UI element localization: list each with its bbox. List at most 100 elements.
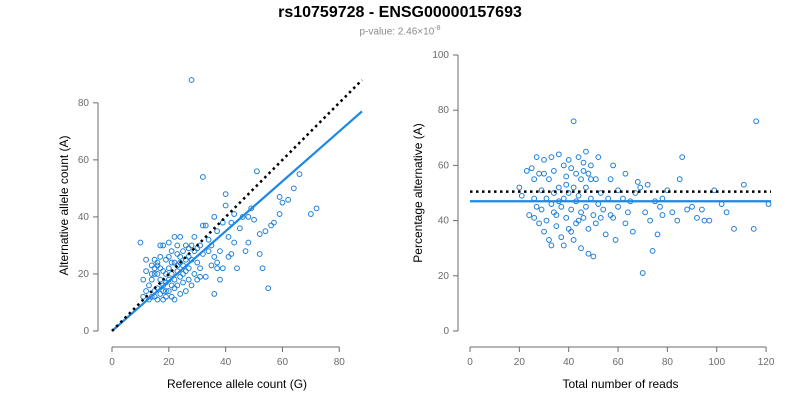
- right-data-point: [612, 237, 619, 243]
- left-data-point: [171, 259, 178, 266]
- left-data-point: [219, 265, 226, 272]
- left-data-point: [211, 253, 218, 260]
- left-data-point: [194, 276, 201, 283]
- right-data-point: [583, 203, 589, 210]
- left-data-point: [165, 288, 172, 294]
- left-data-point: [234, 265, 240, 272]
- left-data-point: [168, 248, 175, 255]
- left-data-point: [182, 268, 189, 275]
- right-data-point: [644, 181, 651, 188]
- left-data-point: [271, 219, 277, 226]
- right-data-point: [573, 170, 579, 177]
- left-data-point: [200, 174, 206, 180]
- left-data-point: [279, 199, 286, 206]
- left-reference-line: [111, 79, 363, 332]
- right-data-point: [570, 237, 577, 243]
- left-data-point: [180, 279, 186, 286]
- right-data-point: [531, 176, 538, 183]
- left-y-axis-title: Alternative allele count (A): [57, 135, 71, 275]
- left-data-point: [157, 242, 164, 249]
- right-data-point: [533, 154, 540, 161]
- pvalue-subtitle: p-value: 2.46×10-8: [0, 25, 800, 37]
- left-data-point: [265, 285, 272, 292]
- right-data-point: [583, 148, 589, 155]
- right-data-point: [740, 181, 747, 188]
- left-data-point: [245, 214, 252, 220]
- left-data-point: [185, 265, 192, 272]
- left-data-point: [211, 291, 218, 297]
- right-data-point: [546, 176, 552, 183]
- right-data-point: [580, 214, 587, 221]
- right-data-point: [546, 237, 552, 243]
- pvalue-text: p-value: 2.46×10: [359, 26, 435, 38]
- right-data-point: [585, 225, 592, 232]
- right-data-point: [568, 206, 575, 213]
- left-data-point: [165, 239, 172, 246]
- left-data-point: [256, 251, 263, 257]
- right-y-tick-label: 100: [432, 50, 449, 61]
- left-data-point: [211, 214, 218, 220]
- right-data-point: [570, 184, 577, 191]
- left-data-point: [137, 239, 144, 246]
- left-data-point: [214, 265, 221, 272]
- right-data-point: [558, 234, 565, 241]
- left-data-point: [151, 265, 158, 272]
- right-data-point: [669, 209, 676, 216]
- left-data-point: [154, 271, 161, 277]
- left-data-point: [194, 245, 201, 252]
- right-y-tick-label: 40: [438, 216, 450, 227]
- right-y-tick-label: 0: [443, 326, 449, 337]
- left-data-point: [174, 242, 181, 249]
- left-data-point: [151, 271, 158, 277]
- right-data-point: [649, 248, 656, 254]
- right-data-point: [654, 231, 661, 238]
- right-data-point: [553, 223, 560, 230]
- right-data-point: [548, 242, 555, 249]
- right-data-point: [575, 192, 582, 199]
- pvalue-exponent: -8: [434, 25, 441, 32]
- left-data-point: [163, 256, 169, 263]
- right-data-point: [560, 162, 567, 169]
- left-data-point: [177, 273, 184, 280]
- right-data-point: [555, 151, 562, 158]
- right-x-tick-label: 20: [514, 357, 526, 368]
- right-data-point: [684, 206, 691, 213]
- left-data-point: [245, 239, 252, 246]
- right-data-point: [657, 203, 663, 210]
- right-data-point: [578, 245, 584, 252]
- right-data-point: [531, 214, 538, 221]
- right-data-point: [615, 187, 621, 194]
- right-data-point: [706, 217, 713, 224]
- left-data-point: [174, 282, 181, 289]
- left-data-point: [160, 268, 167, 275]
- left-x-tick-label: 40: [220, 357, 232, 368]
- left-data-point: [276, 194, 283, 200]
- right-data-point: [592, 176, 599, 183]
- left-data-point: [197, 273, 203, 280]
- right-data-point: [570, 118, 577, 125]
- right-data-point: [679, 154, 686, 161]
- left-data-point: [171, 285, 178, 292]
- right-data-point: [610, 162, 616, 169]
- right-data-point: [694, 214, 700, 221]
- left-data-point: [171, 296, 178, 303]
- left-data-point: [214, 259, 221, 266]
- right-data-point: [528, 165, 535, 172]
- left-x-tick-label: 80: [334, 357, 346, 368]
- left-y-tick-label: 0: [83, 326, 89, 337]
- left-data-point: [296, 171, 303, 178]
- right-x-tick-label: 0: [467, 357, 473, 368]
- right-data-point: [536, 220, 542, 227]
- left-data-point: [148, 271, 155, 277]
- right-data-point: [563, 214, 570, 221]
- left-data-point: [160, 296, 167, 303]
- left-data-point: [217, 276, 223, 283]
- left-data-point: [202, 273, 209, 280]
- left-data-point: [256, 231, 263, 237]
- right-data-point: [548, 154, 555, 161]
- right-data-point: [629, 228, 636, 235]
- left-y-tick-label: 20: [78, 269, 90, 280]
- left-data-point: [225, 233, 232, 240]
